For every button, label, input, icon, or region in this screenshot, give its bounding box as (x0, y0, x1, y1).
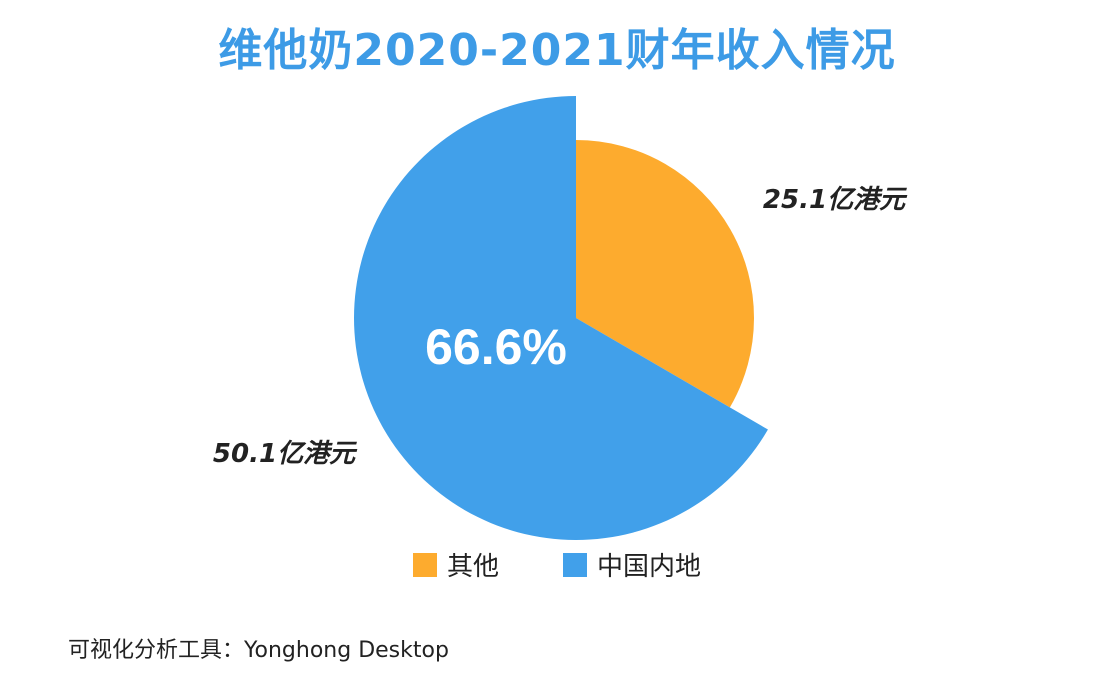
footer-credit: 可视化分析工具：Yonghong Desktop (68, 638, 449, 663)
pie-slice-mainland[interactable] (354, 96, 768, 540)
legend-swatch-other (412, 552, 437, 577)
percent-label: 66.6% (425, 319, 567, 375)
legend: 其他 中国内地 (0, 546, 1114, 583)
legend-label-other: 其他 (446, 552, 499, 582)
legend-item-mainland[interactable]: 中国内地 (563, 546, 701, 583)
pie-slice-other[interactable] (576, 140, 754, 408)
chart-title: 维他奶2020-2021财年收入情况 (218, 25, 896, 76)
slice-value-label-mainland: 50.1亿港元 (213, 439, 358, 469)
legend-item-other[interactable]: 其他 (412, 546, 499, 583)
slice-value-label-other: 25.1亿港元 (763, 185, 908, 215)
legend-label-mainland: 中国内地 (597, 552, 702, 582)
legend-swatch-mainland (563, 552, 587, 577)
